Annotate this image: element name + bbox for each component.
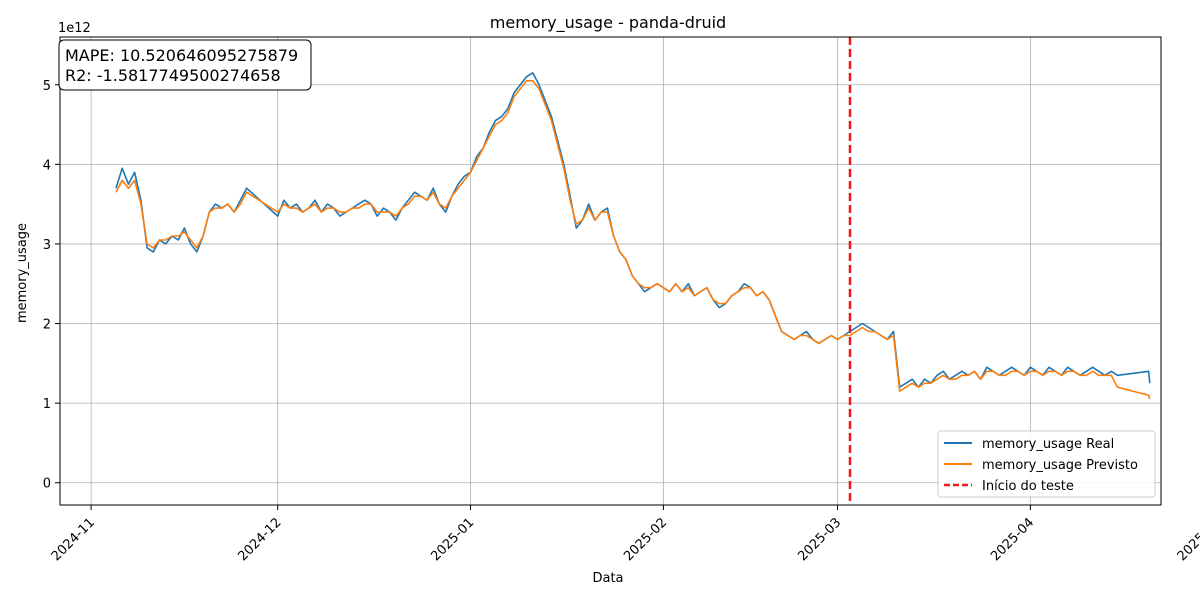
series-layer xyxy=(115,37,1151,505)
metrics-box: MAPE: 10.520646095275879 R2: -1.58177495… xyxy=(58,39,312,91)
y-tick-label: 0 xyxy=(43,477,51,492)
y-tick-label: 1 xyxy=(43,397,51,412)
series-previsto-line xyxy=(115,80,1151,400)
y-tick-label: 2 xyxy=(43,318,51,333)
y-scale-label: 1e12 xyxy=(58,21,91,36)
chart-title: memory_usage - panda-druid xyxy=(490,13,726,33)
y-tick-label: 4 xyxy=(43,158,51,173)
y-tick-label: 5 xyxy=(43,79,51,94)
grid xyxy=(60,37,1161,505)
legend-label-test-start: Início do teste xyxy=(982,479,1074,494)
y-tick-label: 3 xyxy=(43,238,51,253)
r2-text: R2: -1.5817749500274658 xyxy=(65,66,281,85)
mape-text: MAPE: 10.520646095275879 xyxy=(65,46,298,65)
legend-label-real: memory_usage Real xyxy=(982,437,1114,452)
legend-frame xyxy=(937,430,1156,498)
legend: memory_usage Real memory_usage Previsto … xyxy=(937,430,1156,498)
legend-label-previsto: memory_usage Previsto xyxy=(982,458,1138,473)
x-axis-title: Data xyxy=(592,571,623,586)
metrics-box-frame xyxy=(58,39,312,91)
plot-frame xyxy=(59,36,1162,506)
y-axis-title: memory_usage xyxy=(15,223,30,323)
